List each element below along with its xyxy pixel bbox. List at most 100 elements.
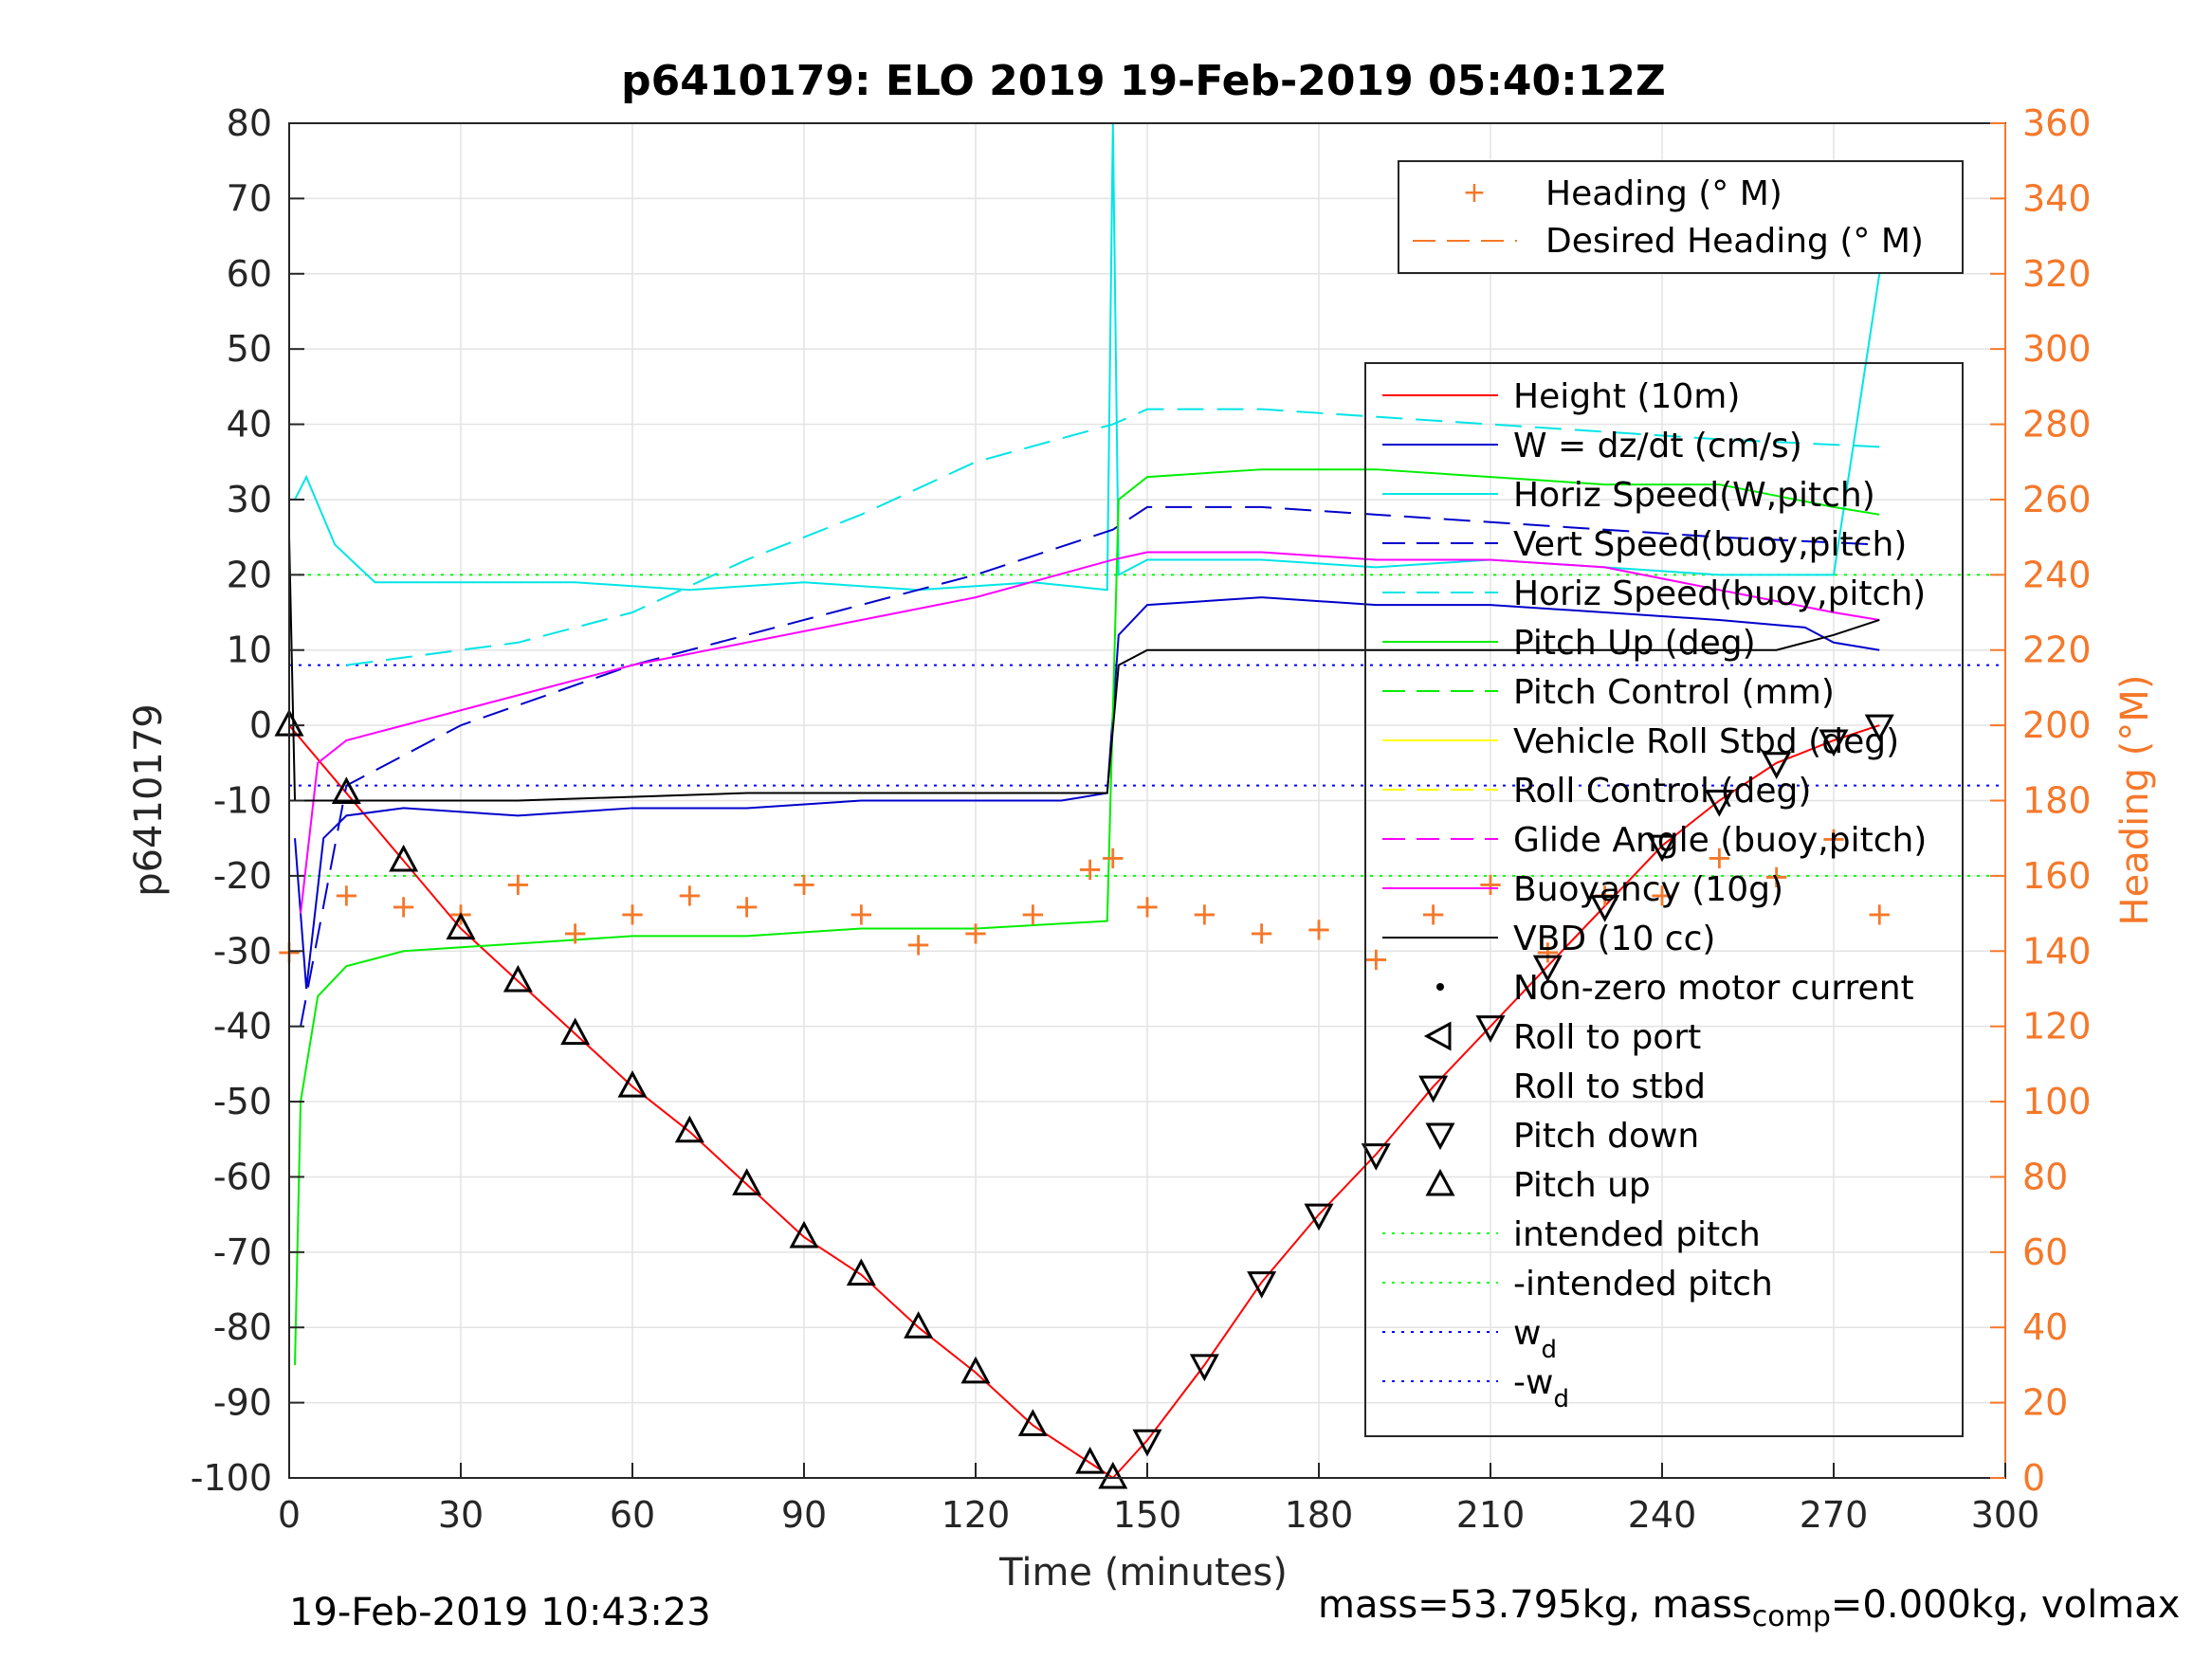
pitch-down-marker <box>1532 955 1563 983</box>
y-right-tick-label: 320 <box>2022 253 2092 295</box>
y-right-tick-label: 20 <box>2022 1382 2068 1424</box>
footer-mass-b: =0.000kg, volmax <box>1830 1583 2181 1627</box>
legend-main-entry: VBD (10 cc) <box>1513 920 1715 958</box>
legend-main-entry: Pitch Up (deg) <box>1513 624 1756 663</box>
pitch-down-marker <box>1418 1075 1449 1103</box>
heading-marker: + <box>1100 839 1127 877</box>
y-tick-label: 40 <box>227 404 272 446</box>
y-tick-label: -70 <box>213 1231 272 1273</box>
pitch-up-marker <box>446 912 476 939</box>
legend-main-entry: intended pitch <box>1513 1215 1761 1254</box>
legend-sample-pitch-up <box>1425 1168 1455 1196</box>
heading-marker: + <box>1306 910 1333 948</box>
x-tick-label: 180 <box>1285 1494 1354 1536</box>
heading-marker: + <box>1019 896 1047 934</box>
pitch-down-marker <box>1590 895 1620 922</box>
x-tick-label: 240 <box>1628 1494 1697 1536</box>
pitch-down-marker <box>1762 752 1792 779</box>
y-tick-label: 80 <box>227 102 272 144</box>
heading-marker: + <box>561 914 589 952</box>
heading-marker: + <box>504 866 532 903</box>
legend-main-entry: Glide Angle (buoy,pitch) <box>1513 821 1927 860</box>
y-tick-label: -90 <box>213 1382 272 1424</box>
chart-title: p6410179: ELO 2019 19-Feb-2019 05:40:12Z <box>621 57 1666 105</box>
heading-marker: + <box>791 866 818 903</box>
legend-main-labels: Height (10m) W = dz/dt (cm/s) Horiz Speed(… <box>1513 377 1927 1413</box>
y-tick-label: -30 <box>213 930 272 972</box>
y-axis-label: p6410179 <box>127 703 171 897</box>
legend-main-entry: Non-zero motor current <box>1513 969 1914 1008</box>
heading-marker: + <box>1134 888 1161 926</box>
pitch-up-marker <box>617 1070 648 1098</box>
y-right-tick-label: 240 <box>2022 554 2092 595</box>
footer-timestamp: 19-Feb-2019 10:43:23 <box>289 1591 711 1634</box>
pitch-up-marker <box>331 776 361 805</box>
y-tick-label: -50 <box>213 1081 272 1122</box>
heading-marker: + <box>1362 940 1390 978</box>
y-right-tick-label: 80 <box>2022 1156 2068 1197</box>
heading-marker: + <box>1866 896 1893 934</box>
heading-marker: + <box>1419 896 1447 934</box>
legend-sample-pitch-down <box>1425 1122 1455 1151</box>
y-tick-label: 60 <box>227 253 272 295</box>
legend-main-entry: Roll to port <box>1513 1018 1701 1057</box>
legend-main-entry: Height (10m) <box>1513 377 1740 416</box>
y-right-tick-label: 120 <box>2022 1006 2092 1048</box>
heading-marker: + <box>848 896 875 934</box>
heading-marker: + <box>1191 896 1218 934</box>
pitch-up-marker <box>1017 1409 1048 1436</box>
pitch-up-marker <box>503 964 533 993</box>
pitch-down-marker <box>1647 834 1677 863</box>
y-right-tick-label: 260 <box>2022 479 2092 520</box>
y-tick-label: 20 <box>227 554 272 595</box>
legend-main-samples <box>1382 394 1498 1382</box>
pitch-down-marker <box>1304 1203 1334 1231</box>
x-tick-label: 120 <box>941 1494 1011 1536</box>
legend-main-entry: Horiz Speed(buoy,pitch) <box>1513 574 1926 613</box>
heading-marker: + <box>333 877 360 915</box>
legend-main-entry: Vehicle Roll Stbd (deg) <box>1513 722 1899 761</box>
pitch-down-marker <box>1132 1429 1162 1457</box>
legend-main-entry: Vert Speed(buoy,pitch) <box>1513 525 1907 564</box>
y-right-tick-label: 360 <box>2022 102 2092 144</box>
x-tick-label: 300 <box>1971 1494 2040 1536</box>
pitch-up-marker <box>789 1220 819 1249</box>
heading-marker: + <box>962 914 990 952</box>
pitch-up-marker <box>560 1017 591 1046</box>
pitch-down-marker <box>1475 1015 1506 1043</box>
heading-marker: + <box>1763 858 1790 896</box>
series-line <box>300 505 1880 1027</box>
y-tick-label: -80 <box>213 1306 272 1348</box>
y-right-tick-label: 180 <box>2022 780 2092 822</box>
pitch-up-marker <box>1075 1446 1106 1474</box>
x-tick-label: 30 <box>438 1494 484 1536</box>
series-line <box>294 468 1880 1365</box>
y-right-tick-label: 200 <box>2022 704 2092 746</box>
x-tick-label: 0 <box>278 1494 301 1536</box>
heading-marker: + <box>676 877 704 915</box>
heading-marker: + <box>1820 820 1848 858</box>
y-right-tick-label: 300 <box>2022 328 2092 370</box>
y-right-tick-label: 140 <box>2022 930 2092 972</box>
pitch-up-marker <box>732 1168 762 1195</box>
pitch-up-marker <box>1098 1461 1128 1489</box>
x-tick-label: 150 <box>1113 1494 1182 1536</box>
y-right-tick-label: 280 <box>2022 404 2092 446</box>
x-tick-label: 90 <box>781 1494 827 1536</box>
y-right-tick-label: 60 <box>2022 1231 2068 1273</box>
footer-mass-a: mass=53.795kg, mass <box>1318 1583 1752 1627</box>
series-line <box>288 537 1880 802</box>
pitch-up-marker <box>389 844 419 872</box>
y-tick-label: 30 <box>227 479 272 520</box>
heading-marker: + <box>619 896 647 934</box>
heading-marker: + <box>1649 877 1676 915</box>
legend-main-box <box>1364 362 1964 1437</box>
y-tick-label: 50 <box>227 328 272 370</box>
series-layer: ++ + +++ + + ++++ + ++++ + + ++++++ ++ +++ <box>276 122 2005 1480</box>
pitch-down-marker <box>1361 1143 1391 1171</box>
y-axis-right-label: Heading (°M) <box>2113 675 2157 926</box>
legend-subscript: d <box>1541 1336 1557 1364</box>
pitch-down-marker <box>1247 1271 1277 1299</box>
legend-top-entry: Heading (° M) <box>1545 174 1782 213</box>
heading-marker: + <box>1248 914 1275 952</box>
